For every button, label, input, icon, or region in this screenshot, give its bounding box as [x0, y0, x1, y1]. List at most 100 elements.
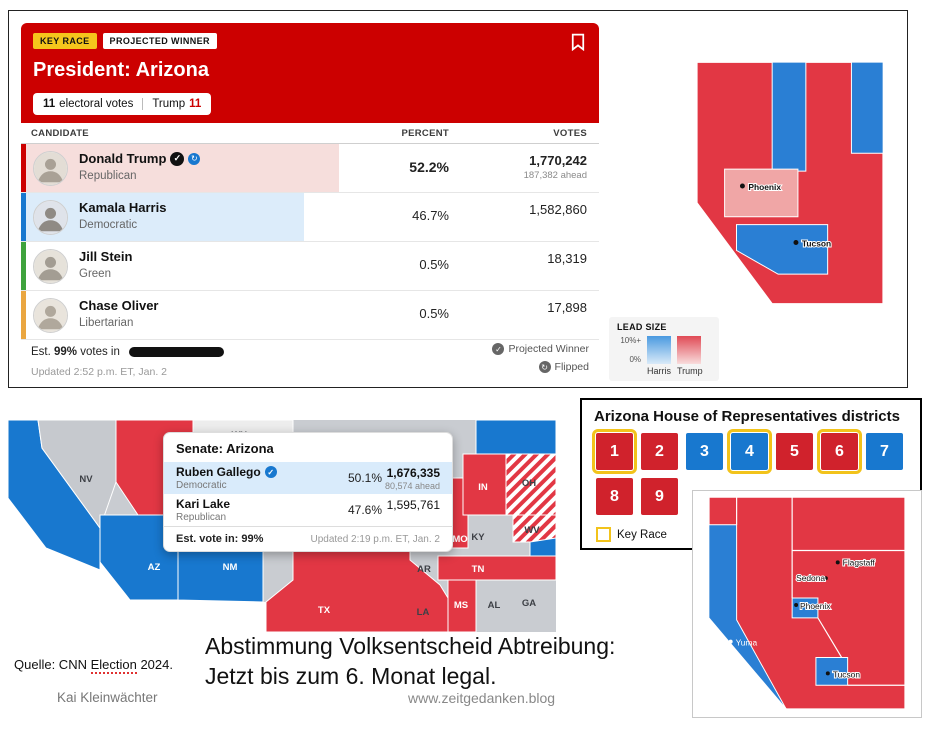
badge-row: KEY RACE PROJECTED WINNER	[33, 33, 217, 49]
flip-icon: ↻	[188, 152, 201, 165]
ev-number: 11	[43, 98, 56, 110]
senate-est-vote-in: Est. vote in: 99%	[176, 533, 264, 545]
state-mississippi[interactable]	[447, 579, 477, 632]
candidate-party: Green	[79, 268, 111, 280]
state-label-ar: AR	[417, 564, 431, 575]
candidate-row-oliver: Chase Oliver Libertarian 0.5% 17,898	[21, 291, 599, 340]
candidate-name: Kamala Harris	[79, 200, 167, 215]
senate-row-gallego: Ruben Gallego ✓ Democratic 50.1% 1,676,3…	[164, 462, 452, 494]
winner-ev: 11	[189, 98, 202, 110]
state-label-al: AL	[488, 600, 501, 611]
arizona-county-map[interactable]: Phoenix Tucson	[681, 53, 899, 315]
state-west-virginia[interactable]	[512, 514, 556, 543]
candidate-avatar	[33, 151, 68, 186]
website-caption: www.zeitgedanken.blog	[408, 690, 556, 706]
phoenix-dot	[739, 183, 745, 189]
projected-winner-badge: PROJECTED WINNER	[102, 33, 217, 49]
state-label-oh: OH	[522, 478, 536, 489]
author-caption: Kai Kleinwächter	[57, 690, 158, 705]
candidate-row-harris: Kamala Harris Democratic 46.7% 1,582,860	[21, 193, 599, 242]
district-1[interactable]: 1	[592, 429, 637, 474]
winner-check-icon: ✓	[264, 466, 277, 478]
senate-candidate-votes: 1,595,761	[386, 498, 440, 512]
house-panel-title: Arizona House of Representatives distric…	[594, 408, 900, 425]
projected-winner-check-icon: ✓	[170, 151, 185, 166]
state-tennessee[interactable]	[437, 555, 556, 581]
headline-line-2: Jetzt bis zum 6. Monat legal.	[205, 663, 497, 689]
candidate-name: Jill Stein	[79, 249, 133, 264]
est-votes-in: Est. 99% votes in	[31, 346, 225, 358]
state-virginia[interactable]	[529, 537, 556, 557]
senate-popup-footer: Est. vote in: 99% Updated 2:19 p.m. ET, …	[164, 526, 452, 551]
candidate-avatar	[33, 200, 68, 235]
candidate-percent: 46.7%	[412, 208, 449, 223]
state-label-la: LA	[417, 607, 430, 618]
legend-title: LEAD SIZE	[617, 322, 667, 332]
county-maricopa[interactable]	[724, 168, 799, 218]
tucson-dot	[825, 671, 830, 676]
sedona-dot	[823, 576, 828, 581]
county-apache[interactable]	[850, 61, 884, 154]
candidate-name: Chase Oliver	[79, 298, 159, 313]
president-results-panel: KEY RACE PROJECTED WINNER President: Ari…	[8, 10, 908, 388]
president-card-header: KEY RACE PROJECTED WINNER President: Ari…	[21, 23, 599, 123]
senate-popup-title: Senate: Arizona	[176, 441, 274, 456]
bookmark-icon[interactable]	[571, 33, 585, 51]
candidate-party: Republican	[79, 170, 137, 182]
state-label-ms: MS	[454, 600, 468, 611]
candidate-percent: 52.2%	[409, 159, 449, 175]
senate-candidate-party: Democratic	[176, 480, 227, 491]
legend-ticks: 10%+ 0%	[620, 336, 641, 364]
flipped-legend: ↻ Flipped	[538, 361, 589, 373]
lead-size-legend: LEAD SIZE 10%+ 0% Harris Trump	[609, 317, 719, 381]
candidate-votes: 1,582,860	[529, 202, 587, 217]
district-4[interactable]: 4	[727, 429, 772, 474]
tucson-label: Tucson	[802, 238, 831, 248]
senate-row-lake: Kari Lake Republican 47.6% 1,595,761	[164, 494, 452, 526]
redaction-blob	[129, 346, 225, 357]
projected-winner-legend: ✓ Projected Winner	[492, 343, 589, 355]
state-label-mo: MO	[452, 534, 467, 545]
legend-body: 10%+ 0%	[617, 336, 711, 364]
phoenix-label: Phoenix	[748, 182, 781, 192]
candidate-percent: 0.5%	[419, 306, 449, 321]
sedona-label: Sedona	[796, 573, 825, 583]
key-race-swatch	[596, 527, 611, 542]
candidate-votes: 17,898	[547, 300, 587, 315]
county-pima[interactable]	[735, 224, 829, 275]
senate-arizona-popup[interactable]: Senate: Arizona Ruben Gallego ✓ Democrat…	[163, 432, 453, 552]
results-table-header: CANDIDATE PERCENT VOTES	[21, 123, 599, 144]
state-label-ky: KY	[471, 532, 485, 543]
senate-updated: Updated 2:19 p.m. ET, Jan. 2	[310, 534, 440, 545]
senate-candidate-name: Ruben Gallego ✓	[176, 465, 277, 479]
district-7[interactable]: 7	[866, 433, 903, 470]
senate-candidate-name: Kari Lake	[176, 497, 231, 511]
candidate-party: Democratic	[79, 219, 138, 231]
ev-label: electoral votes	[59, 98, 134, 110]
senate-votes-ahead: 80,574 ahead	[384, 481, 440, 491]
state-label-ga: GA	[522, 598, 536, 609]
headline-line-1: Abstimmung Volksentscheid Abtreibung:	[205, 633, 616, 659]
district-5[interactable]: 5	[776, 433, 813, 470]
state-nevada[interactable]	[37, 420, 117, 530]
tucson-dot	[793, 239, 799, 245]
harris-gradient	[647, 336, 671, 364]
district-7-region[interactable]	[708, 524, 787, 710]
state-label-wv: WV	[524, 525, 540, 536]
candidate-party: Libertarian	[79, 317, 134, 329]
district-boundary-lines	[736, 496, 906, 686]
phoenix-dem-region[interactable]	[791, 597, 819, 619]
state-michigan[interactable]	[475, 420, 556, 455]
district-9[interactable]: 9	[641, 478, 678, 515]
source-caption: Quelle: CNN Election 2024.	[14, 657, 173, 674]
district-3[interactable]: 3	[686, 433, 723, 470]
county-coconino[interactable]	[771, 61, 807, 172]
district-8[interactable]: 8	[596, 478, 633, 515]
key-race-badge: KEY RACE	[33, 33, 97, 49]
winner-name: Trump	[152, 98, 186, 110]
state-label-tn: TN	[472, 564, 485, 575]
candidate-name: Donald Trump ✓ ↻	[79, 151, 201, 166]
district-2[interactable]: 2	[641, 433, 678, 470]
arizona-congressional-district-map[interactable]: Flagstaff Sedona Phoenix Yuma Tucson	[692, 490, 922, 718]
district-6[interactable]: 6	[817, 429, 862, 474]
